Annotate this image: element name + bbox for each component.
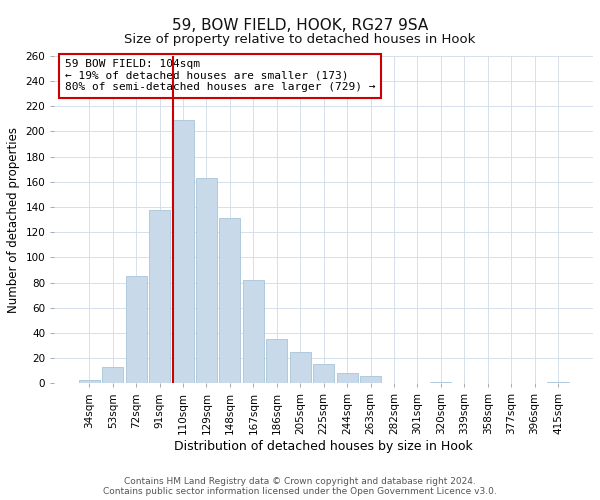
Bar [102,367,123,384]
X-axis label: Distribution of detached houses by size in Hook: Distribution of detached houses by size … [174,440,473,453]
Bar [337,374,358,384]
Bar [266,340,287,384]
Y-axis label: Number of detached properties: Number of detached properties [7,126,20,312]
Bar [360,376,381,384]
Text: Size of property relative to detached houses in Hook: Size of property relative to detached ho… [124,32,476,46]
Bar [196,178,217,384]
Bar [220,218,241,384]
Bar [79,380,100,384]
Text: 59, BOW FIELD, HOOK, RG27 9SA: 59, BOW FIELD, HOOK, RG27 9SA [172,18,428,32]
Text: 59 BOW FIELD: 104sqm
← 19% of detached houses are smaller (173)
80% of semi-deta: 59 BOW FIELD: 104sqm ← 19% of detached h… [65,59,376,92]
Bar [149,210,170,384]
Bar [430,382,451,384]
Bar [547,382,569,384]
Text: Contains HM Land Registry data © Crown copyright and database right 2024.: Contains HM Land Registry data © Crown c… [124,476,476,486]
Bar [173,120,194,384]
Bar [290,352,311,384]
Bar [243,280,264,384]
Bar [125,276,147,384]
Bar [313,364,334,384]
Text: Contains public sector information licensed under the Open Government Licence v3: Contains public sector information licen… [103,486,497,496]
